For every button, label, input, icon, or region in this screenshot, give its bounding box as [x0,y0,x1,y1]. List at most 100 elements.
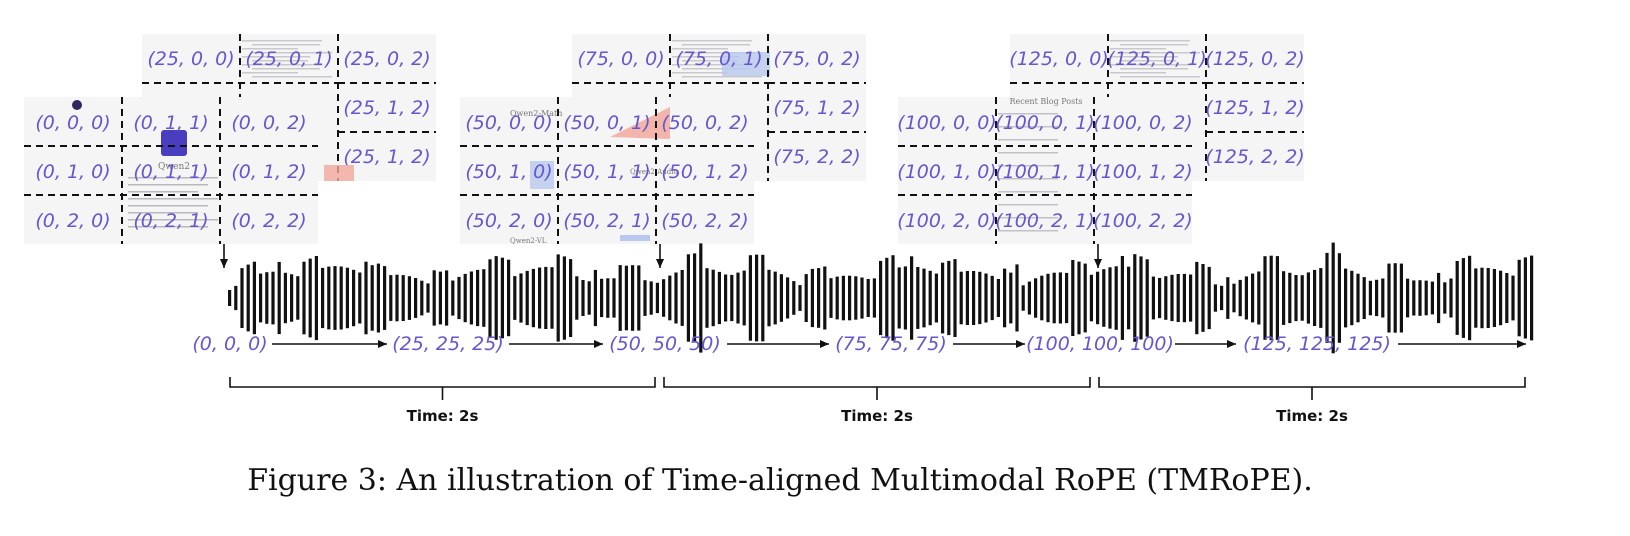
waveform-bar [903,266,907,330]
waveform-bar [1102,269,1106,327]
waveform-bar [1040,275,1044,321]
screen-image [620,235,650,241]
position-label: (125, 0, 2) [1205,48,1304,70]
waveform-bar [1114,266,1118,330]
waveform-bar [1058,272,1062,324]
waveform-bar [451,280,455,316]
waveform-bar [420,280,424,316]
waveform-bar [773,271,777,325]
waveform-bar [978,271,982,325]
waveform-bar [1269,255,1273,341]
waveform-bar [1071,260,1075,336]
waveform-bar [810,268,814,328]
screen-text-line [672,56,740,58]
position-label: (100, 1, 2) [1093,161,1192,183]
waveform-bar [1251,273,1255,323]
waveform-bar [370,265,374,331]
waveform-bar [854,276,858,320]
waveform-bar [761,254,765,342]
waveform-bar [432,270,436,326]
position-label: (50, 0, 0) [465,112,552,134]
waveform-bar [525,270,529,326]
screen-text-line [672,48,728,50]
screen-text-line [1120,52,1200,54]
waveform-bar [1337,253,1341,343]
waveform-bar [593,269,597,327]
screen-text-line [672,72,728,74]
screen-text-line [998,126,1058,128]
screen-heading: Qwen2-Audio [630,168,678,176]
waveform-bar [544,266,548,329]
app-logo-icon [161,130,187,156]
frame-background [460,97,754,244]
screen-text-line [998,204,1058,206]
position-label: (50, 0, 1) [563,112,650,134]
position-label: (0, 0, 2) [231,112,306,134]
screen-text-line [1110,48,1166,50]
waveform-bar [1189,274,1193,322]
waveform-bar [494,256,498,340]
waveform-bar [748,255,752,341]
screen-heading: Qwen2-Math [510,109,562,118]
waveform-bar [1362,277,1366,319]
position-label: (25, 0, 2) [343,48,430,70]
waveform-bar [662,279,666,317]
waveform-bar [1065,272,1069,324]
screen-text-line [242,56,310,58]
waveform-bar [414,278,418,318]
waveform-bar [234,285,238,311]
screen-text-line [128,205,208,207]
position-label: (0, 2, 1) [133,210,208,232]
screen-image [722,52,770,76]
screen-text-line [998,230,1058,232]
waveform-bar [1139,256,1143,340]
position-label: (125, 1, 2) [1205,97,1304,119]
position-label: (25, 1, 2) [343,146,430,168]
screen-text-line [242,48,298,50]
waveform-bar [519,273,523,323]
waveform-bar [1356,273,1360,323]
audio-waveform [228,242,1534,354]
waveform-bar [581,280,585,316]
waveform-bar [606,278,610,318]
waveform-bar [1027,281,1031,315]
waveform-bar [321,267,325,329]
waveform-bar [358,272,362,324]
waveform-bar [786,277,790,319]
waveform-bar [500,257,504,339]
waveform-bar [463,273,467,323]
screen-text-line [682,60,738,62]
waveform-bar [531,268,535,328]
waveform-bar [556,254,560,342]
position-label: (75, 1, 2) [773,97,860,119]
screen-text-line [128,212,198,214]
waveform-bar [972,271,976,325]
waveform-bar [1306,272,1310,324]
waveform-bar [1344,268,1348,328]
waveform-bar [314,256,318,341]
waveform-bar [872,278,876,318]
screen-text-line [1120,60,1176,62]
waveform-bar [383,266,387,330]
waveform-bar [1015,264,1019,332]
waveform-bar [1021,285,1025,311]
waveform-bar [1437,272,1441,324]
waveform-bar [724,274,728,322]
time-segment-label: Time: 2s [841,407,913,425]
position-label: (0, 0, 0) [35,112,110,134]
waveform-bar [680,270,684,326]
waveform-bar [1164,276,1168,320]
screen-text-line [242,64,322,66]
waveform-bar [1207,266,1211,330]
position-label: (25, 0, 0) [147,48,234,70]
time-bracket [663,377,1091,400]
waveform-bar [352,269,356,327]
screen-text-line [128,177,218,179]
waveform-bar [1226,277,1230,319]
screen-text-line [998,139,1058,141]
waveform-bar [1375,279,1379,317]
waveform-bar [1120,256,1124,340]
waveform-bar [1505,273,1509,323]
waveform-bar [587,281,591,315]
waveform-bar [965,271,969,325]
